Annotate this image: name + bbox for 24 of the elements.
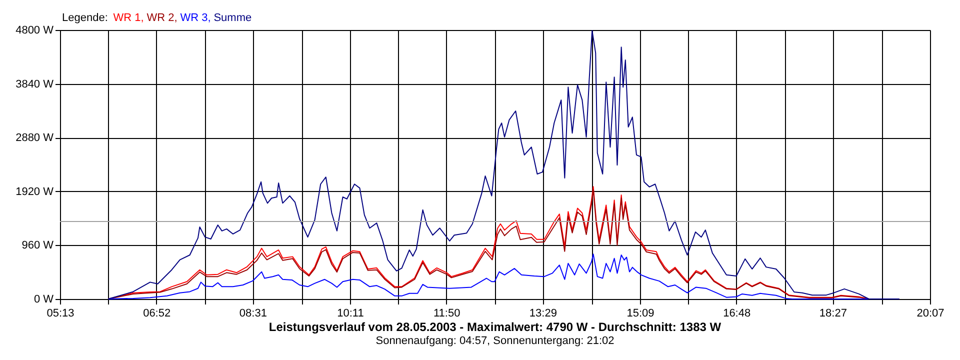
x-tick-label: 15:09: [626, 308, 654, 320]
x-tick-label: 05:13: [46, 308, 74, 320]
text: WR 2,: [146, 12, 178, 24]
x-tick-label: 13:29: [529, 308, 557, 320]
x-tick-label: 10:11: [337, 308, 364, 320]
y-tick-label: 1920 W: [16, 186, 54, 198]
x-tick-label: 16:48: [723, 308, 751, 320]
y-tick-label: 0 W: [34, 294, 54, 306]
y-tick-label: 2880 W: [16, 132, 54, 144]
text: WR 3,: [180, 12, 211, 24]
text: Leistungsverlauf vom 28.05.2003 - Maximalwert: 4790 W - Durchschnitt: 1383 W: [268, 320, 722, 334]
text: Sonnenaufgang: 04:57, Sonnenuntergang: 21:02: [376, 335, 614, 347]
x-tick-label: 06:52: [143, 308, 171, 320]
text: WR 1,: [113, 12, 144, 24]
x-tick-label: 08:31: [239, 308, 267, 320]
y-tick-label: 4800 W: [16, 24, 54, 36]
y-tick-label: 960 W: [22, 240, 54, 252]
y-tick-label: 3840 W: [16, 78, 54, 90]
x-tick-label: 20:07: [916, 308, 944, 320]
x-tick-label: 18:27: [819, 308, 847, 320]
legend-title: Legende:: [62, 12, 108, 24]
x-tick-label: 11:50: [433, 308, 460, 320]
line-series: [108, 30, 900, 300]
text: Summe: [214, 12, 252, 24]
